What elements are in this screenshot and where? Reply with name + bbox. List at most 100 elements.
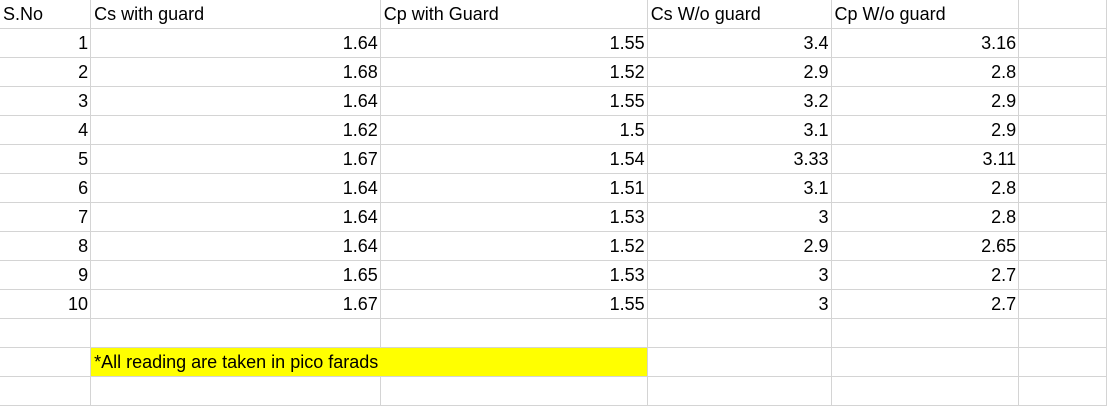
cell-cp-without-guard[interactable]: 2.7 [831, 289, 1020, 319]
empty-cell[interactable] [1018, 86, 1107, 116]
cell-cp-without-guard[interactable]: 2.8 [831, 57, 1020, 87]
cell-cs-with-guard[interactable]: 1.64 [90, 173, 381, 203]
table-row: 1 1.64 1.55 3.4 3.16 [0, 28, 1107, 58]
cell-sno[interactable]: 4 [0, 115, 92, 145]
cell-cs-without-guard[interactable]: 3 [647, 289, 832, 319]
empty-cell[interactable] [0, 376, 92, 406]
cell-cs-with-guard[interactable]: 1.64 [90, 202, 381, 232]
header-cell-cp-with-guard[interactable]: Cp with Guard [380, 0, 648, 29]
cell-cs-with-guard[interactable]: 1.64 [90, 28, 381, 58]
table-row: 6 1.64 1.51 3.1 2.8 [0, 173, 1107, 203]
empty-cell[interactable] [831, 318, 1020, 348]
empty-cell[interactable] [380, 376, 648, 406]
cell-cs-without-guard[interactable]: 3.33 [647, 144, 832, 174]
empty-cell[interactable] [1018, 202, 1107, 232]
cell-cp-without-guard[interactable]: 2.9 [831, 115, 1020, 145]
cell-cp-without-guard[interactable]: 2.8 [831, 173, 1020, 203]
empty-cell[interactable] [1018, 347, 1107, 377]
empty-cell[interactable] [380, 318, 648, 348]
empty-cell[interactable] [1018, 376, 1107, 406]
header-cell-sno[interactable]: S.No [0, 0, 92, 29]
empty-cell[interactable] [1018, 0, 1107, 29]
table-row: 7 1.64 1.53 3 2.8 [0, 202, 1107, 232]
cell-cp-with-guard[interactable]: 1.51 [380, 173, 648, 203]
empty-cell[interactable] [0, 347, 92, 377]
empty-cell[interactable] [90, 376, 381, 406]
cell-cs-without-guard[interactable]: 3 [647, 260, 832, 290]
cell-cp-without-guard[interactable]: 2.8 [831, 202, 1020, 232]
table-row: 8 1.64 1.52 2.9 2.65 [0, 231, 1107, 261]
cell-cs-without-guard[interactable]: 3.1 [647, 173, 832, 203]
header-row: S.No Cs with guard Cp with Guard Cs W/o … [0, 0, 1107, 29]
cell-cp-with-guard[interactable]: 1.53 [380, 260, 648, 290]
note-cell[interactable]: *All reading are taken in pico farads [90, 347, 381, 377]
empty-cell[interactable] [0, 318, 92, 348]
cell-cp-without-guard[interactable]: 2.65 [831, 231, 1020, 261]
cell-cs-without-guard[interactable]: 3.4 [647, 28, 832, 58]
header-cell-cp-without-guard[interactable]: Cp W/o guard [831, 0, 1020, 29]
cell-cs-without-guard[interactable]: 2.9 [647, 231, 832, 261]
cell-sno[interactable]: 3 [0, 86, 92, 116]
empty-cell[interactable] [1018, 28, 1107, 58]
cell-cp-without-guard[interactable]: 3.11 [831, 144, 1020, 174]
cell-cp-without-guard[interactable]: 3.16 [831, 28, 1020, 58]
cell-cp-with-guard[interactable]: 1.55 [380, 289, 648, 319]
cell-cp-with-guard[interactable]: 1.55 [380, 28, 648, 58]
empty-cell[interactable] [1018, 231, 1107, 261]
empty-row [0, 318, 1107, 348]
empty-cell[interactable] [1018, 57, 1107, 87]
empty-cell[interactable] [1018, 260, 1107, 290]
empty-cell[interactable] [1018, 289, 1107, 319]
cell-cp-with-guard[interactable]: 1.52 [380, 57, 648, 87]
empty-cell[interactable] [1018, 115, 1107, 145]
table-row: 2 1.68 1.52 2.9 2.8 [0, 57, 1107, 87]
cell-cp-with-guard[interactable]: 1.52 [380, 231, 648, 261]
cell-sno[interactable]: 10 [0, 289, 92, 319]
cell-cp-with-guard[interactable]: 1.5 [380, 115, 648, 145]
empty-cell[interactable] [831, 376, 1020, 406]
cell-cs-with-guard[interactable]: 1.64 [90, 86, 381, 116]
empty-cell[interactable] [1018, 318, 1107, 348]
empty-row [0, 376, 1107, 406]
empty-cell[interactable] [647, 318, 832, 348]
table-row: 5 1.67 1.54 3.33 3.11 [0, 144, 1107, 174]
cell-cp-without-guard[interactable]: 2.7 [831, 260, 1020, 290]
table-row: 9 1.65 1.53 3 2.7 [0, 260, 1107, 290]
cell-sno[interactable]: 5 [0, 144, 92, 174]
empty-cell[interactable] [90, 318, 381, 348]
cell-cs-with-guard[interactable]: 1.67 [90, 144, 381, 174]
cell-sno[interactable]: 2 [0, 57, 92, 87]
empty-cell[interactable] [1018, 144, 1107, 174]
header-cell-cs-without-guard[interactable]: Cs W/o guard [647, 0, 832, 29]
cell-cs-with-guard[interactable]: 1.68 [90, 57, 381, 87]
table-row: 3 1.64 1.55 3.2 2.9 [0, 86, 1107, 116]
cell-cs-with-guard[interactable]: 1.62 [90, 115, 381, 145]
cell-sno[interactable]: 8 [0, 231, 92, 261]
cell-cp-without-guard[interactable]: 2.9 [831, 86, 1020, 116]
cell-sno[interactable]: 9 [0, 260, 92, 290]
cell-cp-with-guard[interactable]: 1.55 [380, 86, 648, 116]
header-cell-cs-with-guard[interactable]: Cs with guard [90, 0, 381, 29]
cell-cp-with-guard[interactable]: 1.54 [380, 144, 648, 174]
empty-cell[interactable] [1018, 173, 1107, 203]
cell-cp-with-guard[interactable]: 1.53 [380, 202, 648, 232]
cell-cs-with-guard[interactable]: 1.65 [90, 260, 381, 290]
cell-sno[interactable]: 1 [0, 28, 92, 58]
empty-cell[interactable] [831, 347, 1020, 377]
cell-cs-with-guard[interactable]: 1.64 [90, 231, 381, 261]
highlighted-cell[interactable] [380, 347, 648, 377]
empty-cell[interactable] [647, 347, 832, 377]
cell-sno[interactable]: 6 [0, 173, 92, 203]
cell-sno[interactable]: 7 [0, 202, 92, 232]
cell-cs-without-guard[interactable]: 3.1 [647, 115, 832, 145]
cell-cs-without-guard[interactable]: 2.9 [647, 57, 832, 87]
note-row: *All reading are taken in pico farads [0, 347, 1107, 377]
table-row: 10 1.67 1.55 3 2.7 [0, 289, 1107, 319]
empty-cell[interactable] [647, 376, 832, 406]
table-row: 4 1.62 1.5 3.1 2.9 [0, 115, 1107, 145]
cell-cs-without-guard[interactable]: 3.2 [647, 86, 832, 116]
cell-cs-with-guard[interactable]: 1.67 [90, 289, 381, 319]
cell-cs-without-guard[interactable]: 3 [647, 202, 832, 232]
